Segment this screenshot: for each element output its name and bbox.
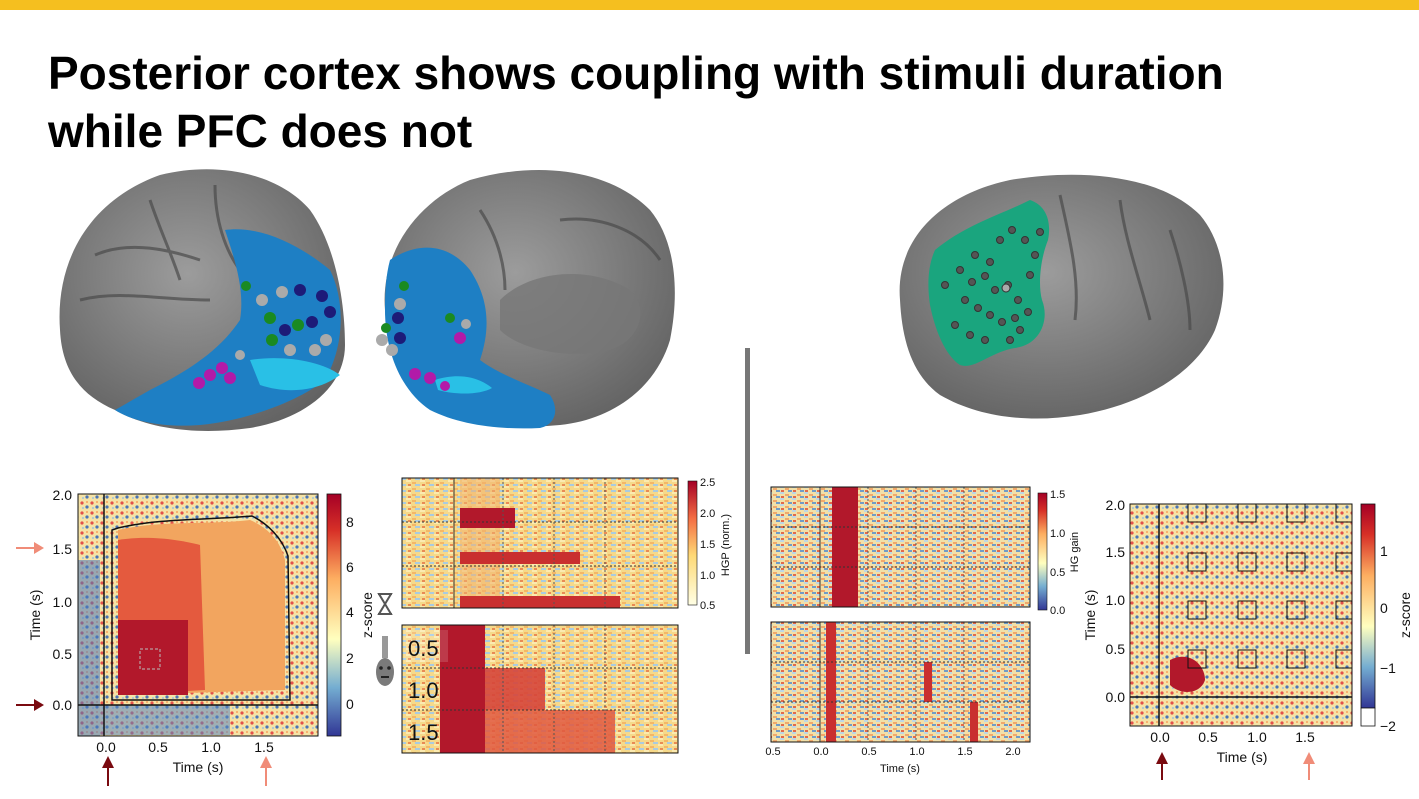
left-raster-cbar-label: HGP (norm.) bbox=[720, 514, 732, 576]
left-tgm-ylabel: Time (s) bbox=[27, 590, 43, 641]
duration-label-0: 0.5 bbox=[408, 636, 439, 661]
right-cbar-tick-1: 0 bbox=[1380, 600, 1388, 616]
left-tgm-colorbar: 0 2 4 6 8 z-score bbox=[326, 493, 375, 737]
left-raster-cbar-tick-2: 1.5 bbox=[700, 539, 715, 551]
right-raster-cbar-tick-3: 1.5 bbox=[1050, 489, 1065, 501]
panel-divider bbox=[745, 348, 750, 654]
left-raster-cbar-tick-3: 2.0 bbox=[700, 508, 715, 520]
arrow-up-icon bbox=[1156, 752, 1168, 780]
right-tgm-ytick-2: 1.0 bbox=[1106, 592, 1126, 608]
left-tgm-ytick-2: 1.0 bbox=[53, 594, 73, 610]
left-tgm-panel bbox=[77, 493, 319, 737]
left-raster-bottom: 0.5 1.0 1.5 bbox=[401, 624, 679, 754]
duration-label-1: 1.0 bbox=[408, 678, 439, 703]
right-raster-cbar-label: HG gain bbox=[1069, 532, 1081, 572]
right-raster-bottom bbox=[770, 621, 1031, 743]
right-tgm-ytick-3: 1.5 bbox=[1106, 544, 1126, 560]
arrow-up-icon bbox=[102, 756, 114, 786]
left-cbar-tick-0: 0 bbox=[346, 696, 354, 712]
right-raster-xtick-2: 0.5 bbox=[861, 746, 876, 758]
right-tgm-xlabel: Time (s) bbox=[1217, 749, 1268, 765]
right-cbar-tick-0: 1 bbox=[1380, 543, 1388, 559]
brain2-electrodes bbox=[376, 281, 471, 391]
top-accent-bar bbox=[0, 0, 1419, 10]
left-tgm-y-ticks: 0.0 0.5 1.0 1.5 2.0 bbox=[53, 487, 73, 713]
brain1-electrodes bbox=[193, 281, 336, 389]
slide-title-line1: Posterior cortex shows coupling with sti… bbox=[48, 47, 1224, 99]
left-tgm-xtick-2: 1.0 bbox=[201, 739, 221, 755]
left-tgm-xlabel: Time (s) bbox=[173, 759, 224, 775]
right-cbar-tick-3: −2 bbox=[1380, 718, 1396, 734]
brain-lateral-posterior-image bbox=[59, 169, 345, 431]
right-tgm-panel bbox=[1129, 503, 1353, 727]
left-cbar-tick-4: 8 bbox=[346, 514, 354, 530]
right-raster-colorbar: 0.0 0.5 1.0 1.5 HG gain bbox=[1037, 489, 1081, 617]
left-tgm-xtick-3: 1.5 bbox=[254, 739, 274, 755]
brain3-electrodes bbox=[941, 226, 1044, 344]
left-cbar-tick-2: 4 bbox=[346, 604, 354, 620]
right-raster-x-ticks: 0.5 0.0 0.5 1.0 1.5 2.0 bbox=[765, 746, 1020, 758]
arrow-up-icon bbox=[260, 756, 272, 786]
right-cbar-tick-2: −1 bbox=[1380, 660, 1396, 676]
right-raster-xtick-3: 1.0 bbox=[909, 746, 924, 758]
left-tgm-ytick-4: 2.0 bbox=[53, 487, 73, 503]
left-tgm-x-ticks: 0.0 0.5 1.0 1.5 bbox=[96, 739, 274, 755]
left-tgm-xtick-0: 0.0 bbox=[96, 739, 116, 755]
right-tgm-ytick-0: 0.0 bbox=[1106, 689, 1126, 705]
slide-title: Posterior cortex shows coupling with sti… bbox=[48, 44, 1388, 160]
right-raster-cbar-tick-1: 0.5 bbox=[1050, 567, 1065, 579]
right-raster-xlabel: Time (s) bbox=[880, 763, 920, 775]
right-tgm-ytick-4: 2.0 bbox=[1106, 497, 1126, 513]
left-cbar-tick-3: 6 bbox=[346, 559, 354, 575]
right-tgm-y-ticks: 0.0 0.5 1.0 1.5 2.0 bbox=[1106, 497, 1126, 705]
right-tgm-xtick-2: 1.0 bbox=[1247, 729, 1267, 745]
right-tgm-ylabel: Time (s) bbox=[1082, 590, 1098, 641]
left-raster-cbar-tick-1: 1.0 bbox=[700, 570, 715, 582]
right-tgm-x-ticks: 0.0 0.5 1.0 1.5 bbox=[1150, 729, 1315, 745]
right-tgm-xtick-3: 1.5 bbox=[1295, 729, 1315, 745]
right-cbar-label: z-score bbox=[1397, 592, 1413, 638]
left-cbar-label: z-score bbox=[359, 592, 375, 638]
left-raster-cbar-tick-4: 2.5 bbox=[700, 477, 715, 489]
right-raster-xtick-4: 1.5 bbox=[957, 746, 972, 758]
right-tgm-ytick-1: 0.5 bbox=[1106, 641, 1126, 657]
left-tgm-xtick-1: 0.5 bbox=[148, 739, 168, 755]
left-raster-cbar-tick-0: 0.5 bbox=[700, 600, 715, 612]
right-raster-xtick-5: 2.0 bbox=[1005, 746, 1020, 758]
left-tgm-ytick-3: 1.5 bbox=[53, 541, 73, 557]
arrow-right-icon bbox=[16, 699, 44, 711]
right-tgm-xtick-1: 0.5 bbox=[1198, 729, 1218, 745]
right-raster-xtick-1: 0.0 bbox=[813, 746, 828, 758]
left-tgm-ytick-0: 0.0 bbox=[53, 697, 73, 713]
right-raster-xtick-0: 0.5 bbox=[765, 746, 780, 758]
right-tgm-colorbar: 1 0 −1 −2 z-score bbox=[1360, 503, 1413, 734]
right-raster-top bbox=[770, 486, 1031, 608]
duration-label-2: 1.5 bbox=[408, 720, 439, 745]
brain-medial-posterior-image bbox=[376, 170, 675, 429]
left-tgm-ytick-1: 0.5 bbox=[53, 646, 73, 662]
hourglass-icon bbox=[377, 593, 393, 615]
face-icon bbox=[376, 636, 394, 686]
left-raster-colorbar: 0.5 1.0 1.5 2.0 2.5 HGP (norm.) bbox=[687, 477, 732, 612]
left-raster-top bbox=[401, 477, 679, 609]
left-cbar-tick-1: 2 bbox=[346, 650, 354, 666]
arrow-up-icon bbox=[1303, 752, 1315, 780]
right-raster-cbar-tick-0: 0.0 bbox=[1050, 605, 1065, 617]
slide-title-line2: while PFC does not bbox=[48, 105, 473, 157]
arrow-right-icon bbox=[16, 542, 44, 554]
right-tgm-xtick-0: 0.0 bbox=[1150, 729, 1170, 745]
brain-lateral-pfc-image bbox=[899, 174, 1224, 419]
right-raster-cbar-tick-2: 1.0 bbox=[1050, 528, 1065, 540]
